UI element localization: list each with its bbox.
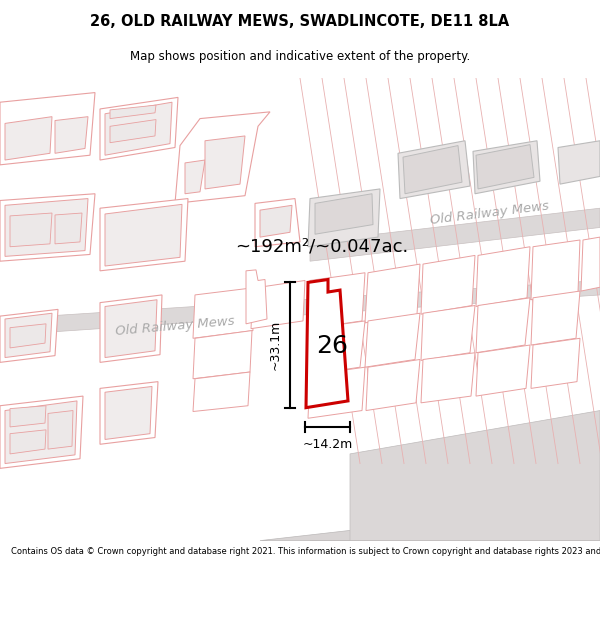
Polygon shape	[193, 372, 250, 411]
Polygon shape	[246, 270, 267, 324]
Polygon shape	[531, 338, 580, 388]
Polygon shape	[251, 281, 305, 329]
Polygon shape	[421, 256, 475, 314]
Polygon shape	[0, 281, 600, 336]
Polygon shape	[476, 144, 534, 189]
Text: Old Railway Mews: Old Railway Mews	[115, 315, 235, 338]
Polygon shape	[308, 367, 365, 418]
Polygon shape	[350, 411, 600, 541]
Polygon shape	[0, 92, 95, 165]
Polygon shape	[315, 194, 373, 234]
Polygon shape	[105, 204, 182, 266]
Polygon shape	[100, 199, 188, 271]
Polygon shape	[310, 208, 600, 261]
Polygon shape	[308, 272, 365, 329]
Polygon shape	[421, 352, 475, 403]
Polygon shape	[0, 194, 95, 261]
Polygon shape	[110, 105, 156, 119]
Polygon shape	[531, 240, 580, 300]
Polygon shape	[100, 382, 158, 444]
Polygon shape	[5, 117, 52, 160]
Polygon shape	[255, 199, 300, 247]
Polygon shape	[581, 237, 600, 291]
Text: Contains OS data © Crown copyright and database right 2021. This information is : Contains OS data © Crown copyright and d…	[11, 548, 600, 556]
Polygon shape	[365, 313, 420, 367]
Polygon shape	[105, 300, 157, 358]
Polygon shape	[48, 411, 73, 449]
Polygon shape	[105, 102, 172, 155]
Polygon shape	[110, 119, 156, 142]
Polygon shape	[185, 160, 205, 194]
Polygon shape	[175, 112, 270, 203]
Polygon shape	[308, 189, 380, 247]
Polygon shape	[55, 117, 88, 153]
Text: ~192m²/~0.047ac.: ~192m²/~0.047ac.	[235, 238, 408, 256]
Polygon shape	[5, 401, 77, 464]
Polygon shape	[105, 386, 152, 439]
Polygon shape	[100, 295, 162, 362]
Text: Map shows position and indicative extent of the property.: Map shows position and indicative extent…	[130, 50, 470, 62]
Text: 26: 26	[316, 334, 348, 358]
Polygon shape	[306, 279, 348, 408]
Polygon shape	[558, 141, 600, 184]
Polygon shape	[398, 141, 470, 199]
Text: ~33.1m: ~33.1m	[269, 320, 282, 370]
Polygon shape	[55, 213, 82, 244]
Polygon shape	[473, 141, 540, 194]
Polygon shape	[10, 213, 52, 247]
Polygon shape	[100, 98, 178, 160]
Text: Old Railway Mews: Old Railway Mews	[430, 199, 550, 227]
Polygon shape	[5, 199, 88, 256]
Polygon shape	[0, 396, 83, 468]
Polygon shape	[366, 359, 420, 411]
Polygon shape	[476, 298, 530, 352]
Polygon shape	[365, 264, 420, 323]
Text: 26, OLD RAILWAY MEWS, SWADLINCOTE, DE11 8LA: 26, OLD RAILWAY MEWS, SWADLINCOTE, DE11 …	[91, 14, 509, 29]
Polygon shape	[531, 291, 580, 345]
Polygon shape	[10, 324, 46, 348]
Polygon shape	[205, 136, 245, 189]
Polygon shape	[0, 309, 58, 362]
Polygon shape	[476, 247, 530, 306]
Polygon shape	[260, 502, 600, 541]
Polygon shape	[5, 313, 52, 358]
Polygon shape	[10, 406, 46, 427]
Polygon shape	[308, 321, 365, 375]
Text: ~14.2m: ~14.2m	[302, 439, 353, 451]
Polygon shape	[476, 345, 530, 396]
Polygon shape	[10, 430, 46, 454]
Polygon shape	[403, 146, 462, 194]
Polygon shape	[260, 205, 292, 237]
Polygon shape	[193, 288, 253, 338]
Polygon shape	[421, 306, 475, 361]
Polygon shape	[193, 331, 252, 379]
Polygon shape	[310, 507, 600, 541]
